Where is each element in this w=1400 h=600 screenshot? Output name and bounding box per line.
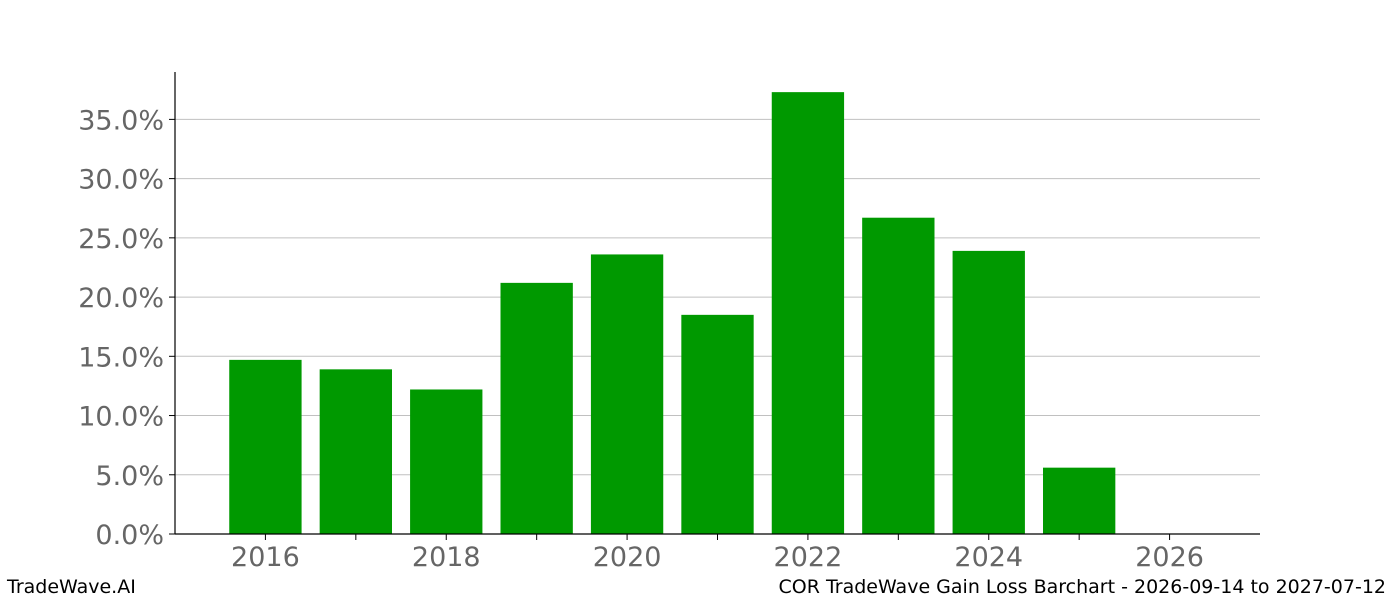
bar-2024 xyxy=(952,250,1025,534)
chart-caption: COR TradeWave Gain Loss Barchart - 2026-… xyxy=(778,576,1387,598)
y-tick-label: 5.0% xyxy=(95,461,164,492)
x-tick-label: 2024 xyxy=(954,542,1023,573)
x-tick-labels: 2016 2018 2020 2022 2024 2026 xyxy=(231,542,1204,573)
x-tick-label: 2018 xyxy=(412,542,481,573)
y-tick-label: 10.0% xyxy=(78,402,164,433)
x-tick-label: 2026 xyxy=(1135,542,1204,573)
y-tick-labels: 0.0% 5.0% 10.0% 15.0% 20.0% 25.0% 30.0% 35.0% xyxy=(78,105,164,551)
bar-2016 xyxy=(229,359,302,534)
x-tick-label: 2022 xyxy=(774,542,843,573)
y-tick-label: 15.0% xyxy=(78,342,164,373)
y-tick-label: 20.0% xyxy=(78,283,164,314)
axes xyxy=(169,72,1260,540)
x-tick-label: 2016 xyxy=(231,542,300,573)
brand-label: TradeWave.AI xyxy=(7,576,136,598)
bar-2018 xyxy=(410,389,483,534)
bars xyxy=(229,92,1116,534)
bar-2025 xyxy=(1043,467,1116,534)
bar-2019 xyxy=(500,282,573,534)
bar-2017 xyxy=(319,369,392,534)
y-tick-label: 30.0% xyxy=(78,165,164,196)
y-tick-label: 25.0% xyxy=(78,224,164,255)
y-tick-label: 35.0% xyxy=(78,105,164,136)
bar-2022 xyxy=(771,92,845,534)
y-tick-label: 0.0% xyxy=(95,520,164,551)
x-tick-label: 2020 xyxy=(593,542,662,573)
bar-2020 xyxy=(590,254,664,534)
bar-2023 xyxy=(862,217,935,534)
bar-2021 xyxy=(681,314,754,534)
